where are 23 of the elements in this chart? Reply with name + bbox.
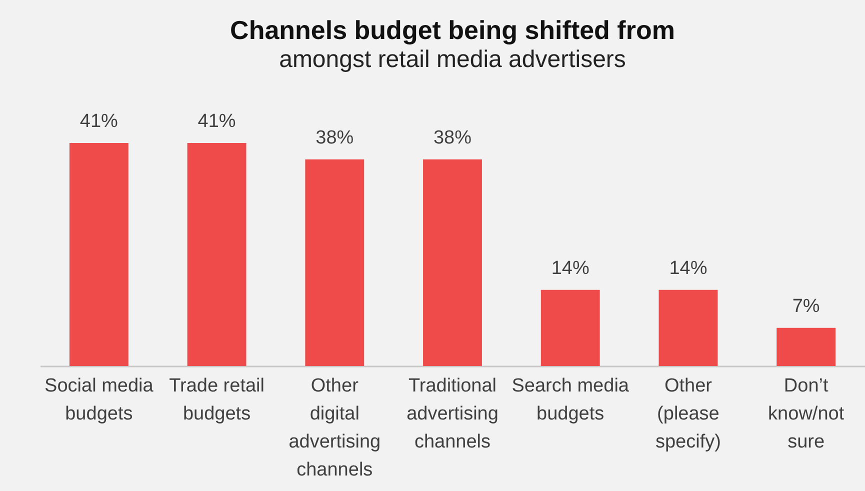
data-label: 38%	[316, 127, 354, 148]
x-tick-label: Social media budgets	[44, 376, 154, 424]
data-label: 41%	[80, 111, 118, 132]
data-label: 14%	[669, 258, 708, 279]
x-tick-label: Other (please specify)	[655, 376, 721, 452]
x-tick-label: Traditional advertising channels	[406, 376, 498, 452]
bar	[776, 328, 836, 366]
data-label: 14%	[551, 258, 590, 279]
bar	[69, 143, 128, 366]
data-label: 41%	[198, 111, 236, 132]
bar	[187, 143, 246, 366]
bar	[658, 290, 718, 366]
chart-subtitle: amongst retail media advertisers	[279, 46, 626, 73]
bar	[540, 290, 600, 366]
bar	[423, 159, 482, 366]
x-tick-label: Search media budgets	[512, 376, 630, 424]
data-label: 7%	[792, 296, 820, 317]
chart-title: Channels budget being shifted from	[230, 15, 675, 45]
x-tick-label: Trade retail budgets	[169, 376, 264, 424]
bar	[305, 159, 364, 366]
x-tick-label: Don’t know/not sure	[768, 376, 845, 452]
x-tick-label: Other digital advertising channels	[288, 376, 381, 480]
data-label: 38%	[433, 127, 472, 148]
